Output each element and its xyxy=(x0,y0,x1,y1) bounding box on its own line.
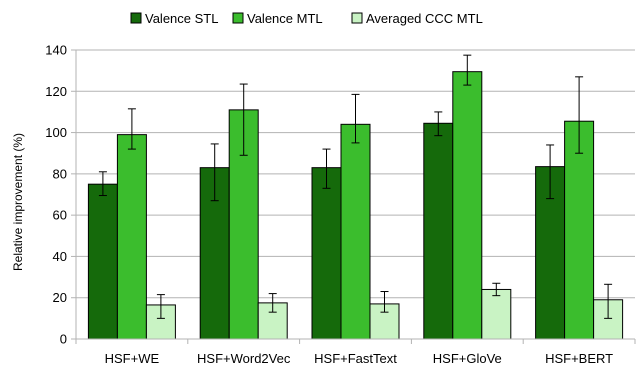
x-axis: HSF+WE HSF+Word2Vec HSF+FastText HSF+GloVe H… xyxy=(75,338,636,366)
bar xyxy=(452,71,483,340)
legend-item-label: Valence STL xyxy=(145,11,218,26)
legend-swatch xyxy=(351,12,363,24)
y-tick-label: 140 xyxy=(45,43,67,58)
bar xyxy=(564,120,595,340)
bar xyxy=(423,122,454,340)
y-axis: 0 20 40 60 80 100 120 140 xyxy=(45,43,77,347)
x-tick-label: HSF+GloVe xyxy=(433,351,502,366)
legend-swatch xyxy=(130,12,142,24)
legend-item-label: Valence MTL xyxy=(247,11,323,26)
y-tick-label: 100 xyxy=(45,125,67,140)
bar xyxy=(340,123,371,340)
x-tick-label: HSF+WE xyxy=(105,351,160,366)
bar xyxy=(481,288,512,340)
legend: Valence STL Valence MTL Averaged CCC MTL xyxy=(130,11,483,26)
bar xyxy=(87,183,118,340)
y-tick-label: 40 xyxy=(53,249,67,264)
x-tick-label: HSF+BERT xyxy=(545,351,613,366)
bar xyxy=(311,167,342,340)
y-tick-label: 120 xyxy=(45,84,67,99)
y-axis-title: Relative improvement (%) xyxy=(11,133,25,271)
x-tick-label: HSF+Word2Vec xyxy=(197,351,291,366)
bar xyxy=(116,134,147,340)
y-tick-label: 80 xyxy=(53,166,67,181)
legend-item-label: Averaged CCC MTL xyxy=(366,11,483,26)
y-tick-label: 60 xyxy=(53,208,67,223)
legend-swatch xyxy=(232,12,244,24)
y-tick-label: 20 xyxy=(53,290,67,305)
x-tick-label: HSF+FastText xyxy=(314,351,397,366)
y-tick-label: 0 xyxy=(60,332,67,347)
error-bars xyxy=(98,54,613,319)
